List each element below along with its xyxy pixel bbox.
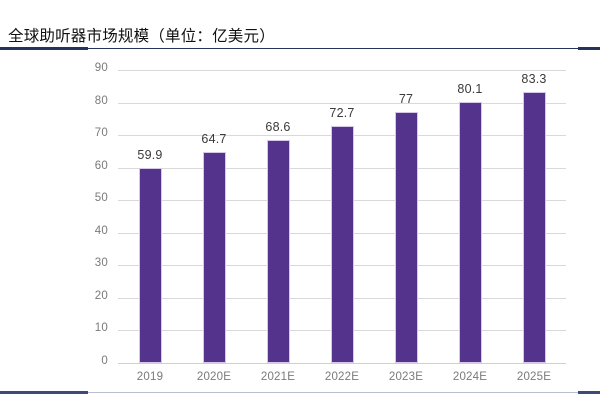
- bar[interactable]: [458, 102, 482, 363]
- y-axis-tick-label: 80: [94, 94, 108, 107]
- x-axis-tick-label: 2024E: [452, 371, 488, 383]
- y-axis-tick-label: 0: [101, 355, 108, 367]
- title-divider-top: [0, 47, 600, 50]
- bar[interactable]: [266, 139, 290, 363]
- y-axis-tick-label: 30: [94, 257, 108, 270]
- footer-divider: [0, 391, 600, 394]
- y-axis-tick-label: 40: [94, 224, 108, 237]
- x-axis-tick-label: 2023E: [388, 371, 424, 383]
- y-axis-tick-label: 10: [94, 322, 108, 335]
- gridline: [118, 363, 566, 364]
- bar[interactable]: [138, 168, 162, 363]
- divider-line: [0, 48, 600, 49]
- divider-accent-right: [578, 47, 600, 50]
- page-title: 全球助听器市场规模（单位：亿美元）: [8, 28, 275, 45]
- bar[interactable]: [202, 152, 226, 363]
- divider-line: [0, 392, 600, 393]
- bar[interactable]: [522, 91, 546, 363]
- x-axis-tick-label: 2025E: [516, 371, 552, 383]
- y-axis-tick-label: 60: [94, 159, 108, 172]
- y-axis-tick-label: 50: [94, 192, 108, 205]
- bar-value-label: 80.1: [457, 82, 483, 97]
- y-axis-tick-label: 90: [94, 62, 108, 74]
- bar-value-label: 77: [398, 92, 414, 107]
- bar-value-label: 68.6: [265, 119, 291, 134]
- x-axis-tick-label: 2021E: [260, 371, 296, 383]
- gridline: [118, 102, 566, 104]
- divider-accent-left: [0, 391, 88, 394]
- y-axis-tick-label: 70: [94, 127, 108, 140]
- y-axis-tick-label: 20: [94, 289, 108, 302]
- divider-accent-right: [578, 391, 600, 394]
- bar-series: [118, 70, 566, 363]
- bar-value-label: 59.9: [137, 147, 163, 162]
- x-axis-tick-label: 2020E: [196, 371, 232, 383]
- x-axis-tick-label: 2019: [136, 371, 164, 383]
- bar-value-label: 83.3: [521, 71, 547, 86]
- divider-accent-left: [0, 47, 88, 50]
- bar-value-label: 64.7: [201, 132, 227, 147]
- bar-value-label: 72.7: [329, 106, 355, 121]
- x-axis-tick-label: 2022E: [324, 371, 360, 383]
- bar[interactable]: [330, 126, 354, 363]
- bar[interactable]: [394, 112, 418, 363]
- gridline: [118, 70, 566, 71]
